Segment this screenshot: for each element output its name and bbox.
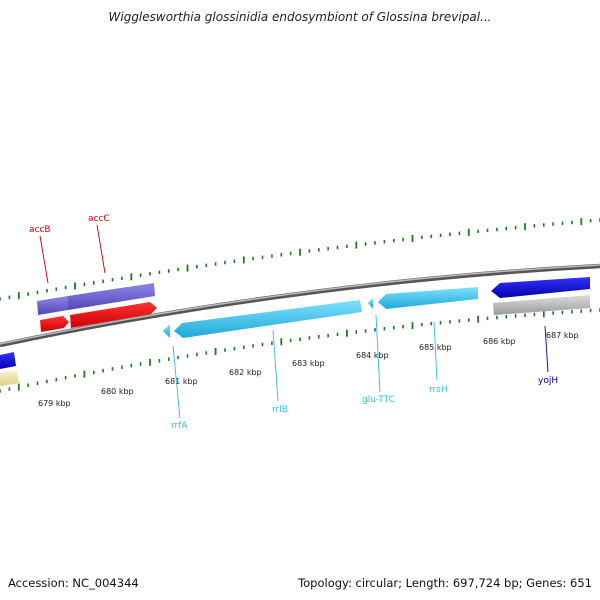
tick-label-680: 680 kbp [101, 387, 134, 396]
tick-label-683: 683 kbp [292, 359, 325, 368]
lower-tick-ring [0, 308, 600, 393]
tick-label-686: 686 kbp [483, 337, 516, 346]
feature-rrfA-arrow[interactable] [163, 324, 170, 338]
gene-label-rrsH: rrsH [429, 385, 448, 395]
genome-backbone [0, 263, 600, 348]
tick-label-681: 681 kbp [165, 377, 198, 386]
leader-glu-TTC [375, 314, 381, 393]
feature-accC-block[interactable] [68, 283, 155, 310]
leader-yojH [544, 325, 549, 373]
genome-backbone-highlight [0, 264, 600, 345]
upper-tick-ring [0, 218, 600, 301]
feature-left-blue-block[interactable] [0, 352, 16, 369]
feature-accB-block[interactable] [37, 296, 68, 315]
feature-yojH-arrow[interactable] [491, 277, 590, 298]
gene-leader-lines [39, 224, 549, 419]
gene-labels: accB accC rrfA rrlB glu-TTC rrsH yojH [29, 214, 558, 431]
leader-rrfA [172, 345, 181, 419]
leader-rrlB [272, 329, 279, 402]
map-title: Wigglesworthia glossinidia endosymbiont … [108, 10, 492, 24]
feature-gray-block[interactable] [493, 295, 590, 315]
feature-left-yellow-block[interactable] [0, 370, 19, 386]
gene-label-rrlB: rrlB [272, 405, 288, 415]
tick-label-679: 679 kbp [38, 399, 71, 408]
gene-label-rrfA: rrfA [171, 421, 188, 431]
coordinate-labels: 679 kbp 680 kbp 681 kbp 682 kbp 683 kbp … [38, 331, 579, 408]
tick-label-682: 682 kbp [229, 368, 262, 377]
tick-label-687: 687 kbp [546, 331, 579, 340]
gene-label-yojH: yojH [538, 376, 558, 386]
leader-accC [96, 224, 106, 274]
feature-accB-arrow[interactable] [40, 316, 69, 332]
gene-label-accC: accC [88, 214, 110, 224]
gene-label-accB: accB [29, 225, 51, 235]
gene-label-glu-TTC: glu-TTC [362, 395, 395, 405]
genome-summary-text: Topology: circular; Length: 697,724 bp; … [298, 576, 592, 590]
leader-rrsH [433, 321, 438, 381]
tick-label-684: 684 kbp [356, 351, 389, 360]
feature-glu-TTC-arrow[interactable] [368, 298, 373, 309]
feature-rrsH-arrow[interactable] [378, 287, 478, 309]
accession-text: Accession: NC_004344 [8, 576, 139, 590]
feature-rrlB-arrow[interactable] [174, 300, 362, 338]
leader-accB [39, 235, 49, 284]
feature-accC-arrow[interactable] [70, 302, 157, 328]
